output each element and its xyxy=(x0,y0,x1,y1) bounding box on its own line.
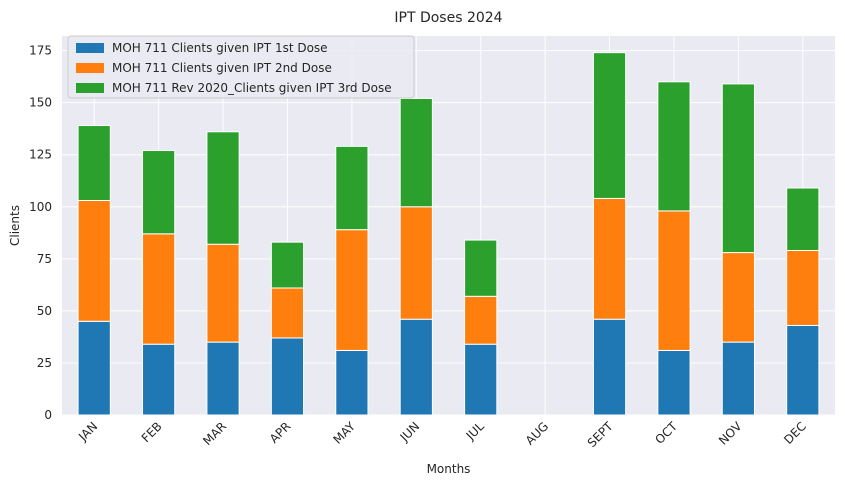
bar-segment-jan-series-3 xyxy=(77,125,111,202)
bar-segment-apr-series-1 xyxy=(270,337,305,416)
bar-segment-jun-series-3 xyxy=(399,97,433,208)
bar-segment-jan-series-1 xyxy=(77,320,111,416)
bars xyxy=(77,52,820,416)
bar-segment-mar-series-2 xyxy=(206,243,240,343)
x-tick-label: SEPT xyxy=(585,419,616,450)
x-axis-ticks: JAN FEB MAR APR MAY JUN JUL AUG SEPT OCT NOV DEC xyxy=(75,419,809,451)
legend-entry-label: MOH 711 Rev 2020_Clients given IPT 3rd D… xyxy=(112,81,392,95)
y-tick-label: 25 xyxy=(37,356,52,370)
legend-swatch xyxy=(76,83,104,93)
y-axis-ticks: 0 25 50 75 100 125 150 175 xyxy=(29,44,52,422)
x-tick-label: APR xyxy=(267,419,294,446)
x-tick-label: NOV xyxy=(716,419,745,448)
bar-segment-jun-series-2 xyxy=(399,206,433,320)
y-tick-label: 50 xyxy=(37,304,52,318)
y-tick-label: 100 xyxy=(29,200,52,214)
legend-swatch xyxy=(76,63,104,73)
bar-segment-dec-series-3 xyxy=(786,187,820,251)
bar-segment-dec-series-2 xyxy=(786,249,820,326)
y-tick-label: 125 xyxy=(29,148,52,162)
x-tick-label: JUN xyxy=(397,419,423,445)
x-tick-label: MAY xyxy=(330,419,358,447)
plot-area xyxy=(62,36,835,415)
bar-segment-mar-series-3 xyxy=(206,131,240,245)
bar-segment-jul-series-3 xyxy=(464,239,498,297)
x-tick-label: DEC xyxy=(781,419,809,447)
y-tick-label: 150 xyxy=(29,96,52,110)
x-tick-label: MAR xyxy=(200,419,229,448)
legend: MOH 711 Clients given IPT 1st Dose MOH 71… xyxy=(67,35,415,99)
bar-segment-jan-series-2 xyxy=(77,200,111,322)
x-tick-label: FEB xyxy=(139,419,165,445)
bar-segment-dec-series-1 xyxy=(786,324,820,416)
x-tick-label: JUL xyxy=(463,419,487,443)
bar-segment-nov-series-2 xyxy=(721,252,755,343)
bar-segment-sept-series-3 xyxy=(592,52,627,199)
legend-entry-label: MOH 711 Clients given IPT 2nd Dose xyxy=(112,61,332,75)
bar-segment-oct-series-3 xyxy=(657,81,691,212)
bar-segment-sept-series-2 xyxy=(592,197,627,320)
bar-segment-nov-series-3 xyxy=(721,83,755,254)
bar-segment-oct-series-2 xyxy=(657,210,691,351)
bar-segment-oct-series-1 xyxy=(657,349,691,416)
bar-segment-feb-series-3 xyxy=(142,150,176,235)
bar-segment-jun-series-1 xyxy=(399,318,433,416)
bar-segment-apr-series-3 xyxy=(270,241,305,289)
legend-swatch xyxy=(76,43,104,53)
bar-segment-jul-series-1 xyxy=(464,343,498,416)
bar-segment-mar-series-1 xyxy=(206,341,240,416)
bar-segment-jul-series-2 xyxy=(464,295,498,345)
bar-segment-feb-series-2 xyxy=(142,233,176,345)
x-axis-label: Months xyxy=(427,462,471,476)
chart-title: IPT Doses 2024 xyxy=(394,10,502,26)
bar-segment-may-series-1 xyxy=(335,349,369,416)
bar-segment-nov-series-1 xyxy=(721,341,755,416)
bar-segment-may-series-3 xyxy=(335,145,369,231)
y-tick-label: 0 xyxy=(44,408,52,422)
legend-box xyxy=(67,35,415,99)
bar-segment-apr-series-2 xyxy=(270,287,305,339)
bar-segment-sept-series-1 xyxy=(592,318,627,416)
bar-segment-feb-series-1 xyxy=(142,343,176,416)
x-tick-label: JAN xyxy=(75,419,100,444)
y-axis-label: Clients xyxy=(8,205,22,246)
y-tick-label: 175 xyxy=(29,44,52,58)
bar-segment-may-series-2 xyxy=(335,229,369,351)
legend-entry-label: MOH 711 Clients given IPT 1st Dose xyxy=(112,41,328,55)
y-tick-label: 75 xyxy=(37,252,52,266)
x-tick-label: AUG xyxy=(523,419,551,447)
x-tick-label: OCT xyxy=(652,419,680,447)
